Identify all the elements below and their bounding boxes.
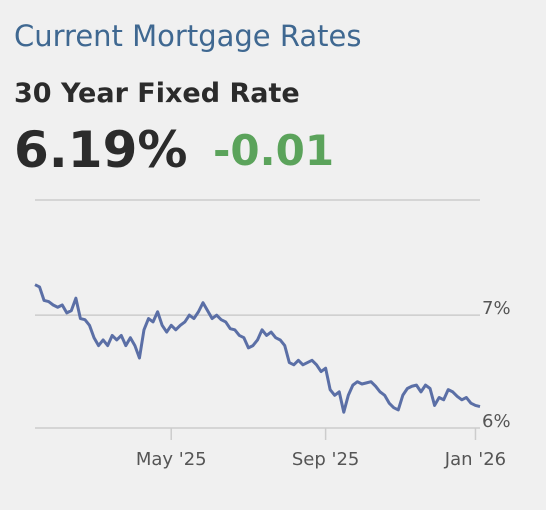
y-tick-label: 7% bbox=[482, 298, 511, 319]
x-tick-label: Jan '26 bbox=[444, 449, 506, 470]
line bbox=[34, 283, 481, 414]
y-tick-label: 6% bbox=[482, 411, 511, 432]
chart-title: Current Mortgage Rates bbox=[14, 19, 361, 53]
rate-change: -0.01 bbox=[213, 126, 334, 175]
current-rate: 6.19% bbox=[14, 121, 187, 179]
x-tick-label: Sep '25 bbox=[292, 449, 360, 470]
x-tick-label: May '25 bbox=[136, 449, 207, 470]
subtitle: 30 Year Fixed Rate bbox=[14, 78, 300, 109]
